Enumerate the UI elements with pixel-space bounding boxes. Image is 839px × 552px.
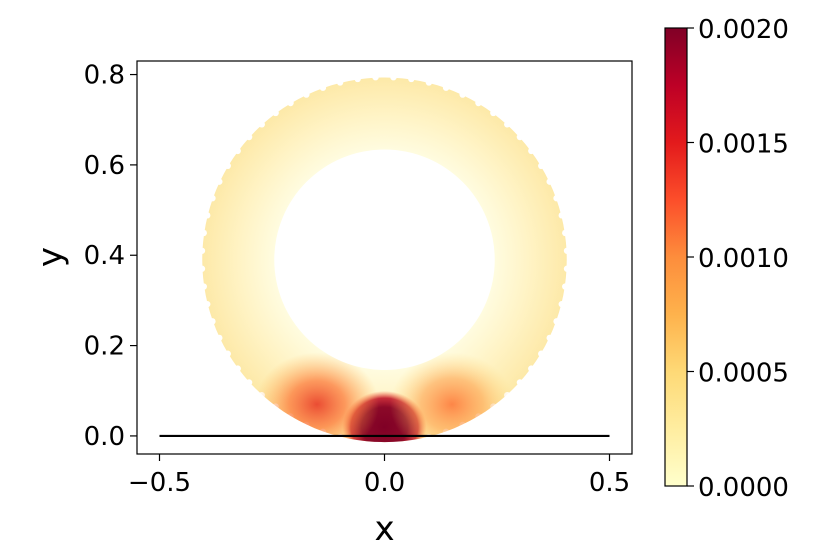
ring-edge-notch xyxy=(198,247,206,254)
ring-edge-notch xyxy=(516,379,524,386)
ring-edge-notch xyxy=(245,379,253,386)
x-axis-title: x xyxy=(374,509,394,549)
ring-edge-notch xyxy=(209,318,216,325)
ring-edge-notch xyxy=(538,162,545,170)
ring-edge-notch xyxy=(562,283,569,290)
ring-edge-notch xyxy=(558,300,565,308)
ring-edge-notch xyxy=(442,84,450,91)
ring-edge-notch xyxy=(459,91,466,98)
ring-edge-notch xyxy=(354,75,361,83)
colorbar: 0.0000 0.0005 0.0010 0.0015 0.0020 xyxy=(664,15,789,503)
y-tick-label: 0.2 xyxy=(84,332,125,362)
x-tick-label: −0.5 xyxy=(128,468,191,498)
ring-fill xyxy=(202,77,567,443)
ring-edge-notch xyxy=(287,99,294,107)
ring-edge-notch xyxy=(425,79,433,86)
ring-edge-notch xyxy=(546,178,553,185)
ring-edge-notch xyxy=(528,147,535,155)
hotspot-layer xyxy=(255,352,514,443)
colorbar-ticks: 0.0000 0.0005 0.0010 0.0015 0.0020 xyxy=(687,15,789,503)
x-axis: −0.5 0.0 0.5 xyxy=(128,454,630,498)
ring-edge-notch xyxy=(516,133,524,141)
ring-edge-notch xyxy=(234,147,241,155)
colorbar-tick-label: 0.0010 xyxy=(698,244,789,274)
ring-edge-notch xyxy=(204,300,211,308)
ring-edge-notch xyxy=(475,99,482,107)
ring-edge-notch xyxy=(224,162,231,170)
ring-edge-notch xyxy=(558,212,565,219)
ring-edge-notch xyxy=(234,365,241,372)
ring-edge-notch xyxy=(209,194,216,202)
ring-edge-notch xyxy=(258,121,265,128)
y-tick-label: 0.0 xyxy=(84,422,125,452)
ring-edge-notch xyxy=(204,212,211,219)
y-tick-label: 0.6 xyxy=(84,151,125,181)
colorbar-gradient xyxy=(664,27,688,487)
ring-edge-notch xyxy=(224,350,231,357)
ring-edge-notch xyxy=(200,283,207,290)
colorbar-tick-label: 0.0000 xyxy=(698,473,789,503)
ring-edge-notch xyxy=(303,91,310,98)
ring-edge-notch xyxy=(336,79,344,86)
ring-edge-notch xyxy=(490,109,497,117)
ring-edge-notch xyxy=(553,318,560,325)
ring-edge-notch xyxy=(546,334,553,342)
ring-edge-notch xyxy=(538,350,545,357)
x-tick-label: 0.5 xyxy=(589,468,630,498)
ring-edge-notch xyxy=(272,109,279,117)
ring-edge-notch xyxy=(408,75,415,83)
ring-edge-notch xyxy=(200,229,207,237)
ring-edge-notch xyxy=(562,229,569,237)
ring-edge-notch xyxy=(198,265,206,272)
ring-edge-notch xyxy=(319,84,327,91)
ring-edge-notch xyxy=(528,365,535,372)
y-axis-title: y xyxy=(31,247,71,267)
ring-edge-notch xyxy=(563,247,571,254)
heatmap-ring xyxy=(198,74,571,446)
ring-edge-notch xyxy=(372,74,379,81)
ring-edge-notch xyxy=(216,334,223,342)
colorbar-tick-label: 0.0015 xyxy=(698,130,789,160)
ring-edge-notch xyxy=(553,194,560,202)
y-axis: 0.0 0.2 0.4 0.6 0.8 xyxy=(84,61,137,452)
ring-edge-notch xyxy=(216,178,223,185)
colorbar-tick-label: 0.0020 xyxy=(698,15,789,45)
plot-area xyxy=(136,60,633,455)
colorbar-tick-label: 0.0005 xyxy=(698,359,789,389)
x-tick-label: 0.0 xyxy=(364,468,405,498)
ring-edge-notch xyxy=(245,133,253,141)
ring-edge-notch xyxy=(563,265,571,272)
y-tick-label: 0.4 xyxy=(84,241,125,271)
ring-edge-notch xyxy=(390,74,397,81)
ring-edge-notch xyxy=(504,121,511,128)
y-tick-label: 0.8 xyxy=(84,61,125,91)
